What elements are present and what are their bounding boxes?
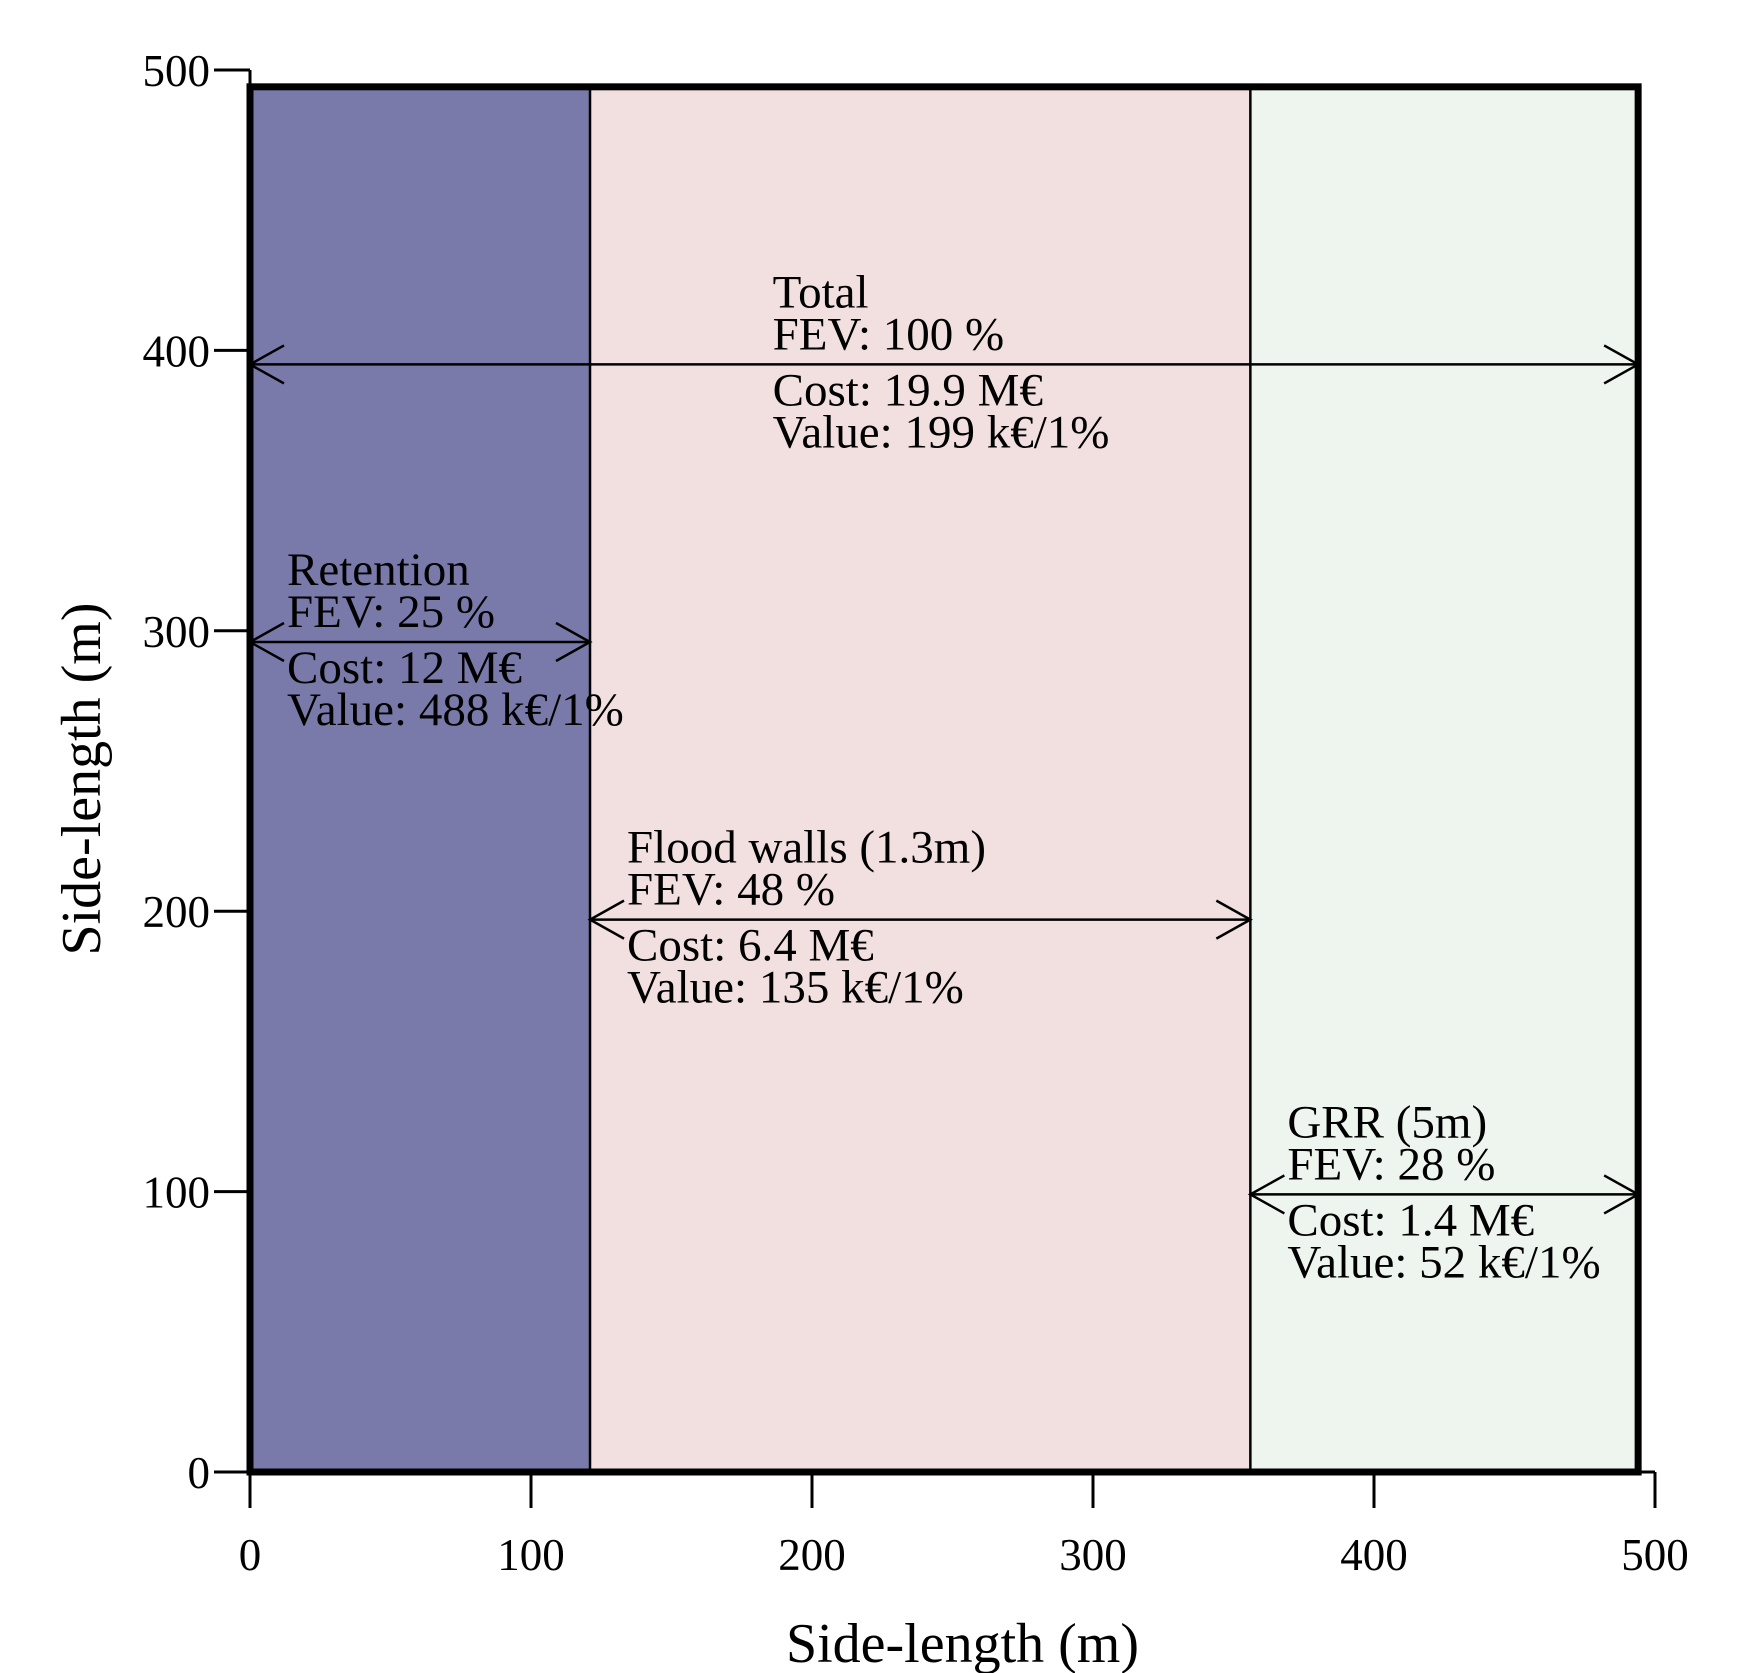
regions <box>250 86 1639 1473</box>
annotation-value: Value: 52 k€/1% <box>1287 1236 1600 1288</box>
annotation-cost: Cost: 19.9 M€ <box>773 364 1043 416</box>
x-tick-label: 200 <box>778 1530 846 1580</box>
annotation-name: Total <box>773 266 869 318</box>
annotation-arrowhead-right <box>1603 1174 1641 1215</box>
annotation-name: Flood walls (1.3m) <box>627 822 986 874</box>
axes: 0 100 200 300 400 500 0 100 200 300 400 500 <box>143 46 1689 1580</box>
region-retention <box>250 86 591 1473</box>
annotation-value: Value: 199 k€/1% <box>773 406 1110 458</box>
annotation-fev: FEV: 28 % <box>1287 1138 1495 1190</box>
annotation-arrowhead-left <box>247 621 285 663</box>
x-axis-ticks: 0 100 200 300 400 500 <box>239 1472 1689 1580</box>
annotation-arrowhead-right <box>555 621 593 663</box>
annotation-cost: Cost: 1.4 M€ <box>1287 1194 1534 1246</box>
annotation-arrowhead-right <box>1215 899 1253 940</box>
y-tick-label: 500 <box>143 46 211 96</box>
annotation-value: Value: 488 k€/1% <box>287 684 624 736</box>
annotation-fev: FEV: 25 % <box>287 586 495 638</box>
y-tick-label: 0 <box>188 1448 211 1498</box>
x-tick-label: 100 <box>497 1530 565 1580</box>
x-axis-title: Side-length (m) <box>786 1613 1139 1673</box>
annotation-name: Retention <box>287 544 470 596</box>
y-axis-ticks: 0 100 200 300 400 500 <box>143 46 250 1498</box>
annotation-cost: Cost: 6.4 M€ <box>627 920 874 972</box>
annotation-value: Value: 135 k€/1% <box>627 962 964 1014</box>
annotation-flood-walls: Flood walls (1.3m)FEV: 48 %Cost: 6.4 M€V… <box>587 822 1253 1014</box>
annotation-grr: GRR (5m)FEV: 28 %Cost: 1.4 M€Value: 52 k… <box>1247 1096 1641 1288</box>
y-axis-title: Side-length (m) <box>51 602 113 955</box>
annotation-arrowhead-left <box>587 899 625 940</box>
region-flood-walls <box>590 86 1251 1473</box>
y-tick-label: 300 <box>143 607 211 657</box>
x-tick-label: 500 <box>1621 1530 1689 1580</box>
annotation-arrowhead-left <box>247 344 285 385</box>
annotation-arrowhead-left <box>1247 1174 1285 1215</box>
y-tick-label: 400 <box>143 326 211 376</box>
annotation-cost: Cost: 12 M€ <box>287 642 522 694</box>
y-tick-label: 200 <box>143 887 211 937</box>
annotation-fev: FEV: 48 % <box>627 864 835 916</box>
region-grr <box>1250 86 1639 1473</box>
x-tick-label: 300 <box>1059 1530 1127 1580</box>
annotation-fev: FEV: 100 % <box>773 308 1005 360</box>
x-tick-label: 0 <box>239 1530 262 1580</box>
annotation-name: GRR (5m) <box>1287 1096 1487 1148</box>
y-tick-label: 100 <box>143 1168 211 1218</box>
annotation-arrowhead-right <box>1603 344 1641 385</box>
x-tick-label: 400 <box>1340 1530 1408 1580</box>
region-dividers <box>588 86 1252 1472</box>
